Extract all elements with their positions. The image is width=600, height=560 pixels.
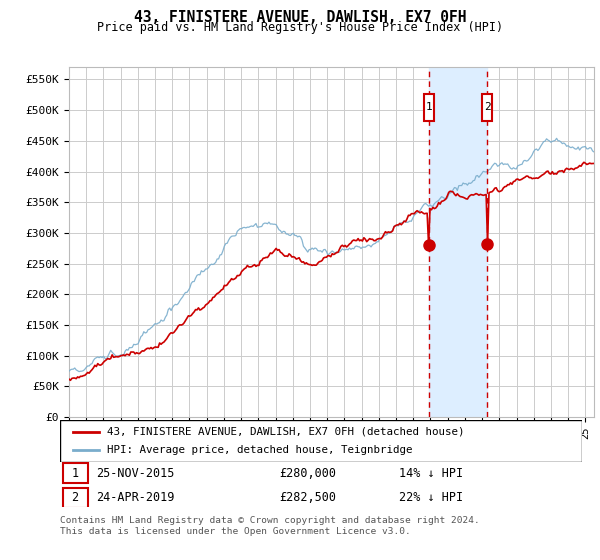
Text: HPI: Average price, detached house, Teignbridge: HPI: Average price, detached house, Teig… xyxy=(107,445,412,455)
Text: 1: 1 xyxy=(425,102,432,112)
Text: Contains HM Land Registry data © Crown copyright and database right 2024.
This d: Contains HM Land Registry data © Crown c… xyxy=(60,516,480,536)
FancyBboxPatch shape xyxy=(424,94,434,120)
Text: 22% ↓ HPI: 22% ↓ HPI xyxy=(400,491,463,505)
FancyBboxPatch shape xyxy=(62,488,88,508)
Text: £282,500: £282,500 xyxy=(279,491,336,505)
Text: 25-NOV-2015: 25-NOV-2015 xyxy=(97,466,175,480)
FancyBboxPatch shape xyxy=(62,463,88,483)
Text: £280,000: £280,000 xyxy=(279,466,336,480)
Text: 14% ↓ HPI: 14% ↓ HPI xyxy=(400,466,463,480)
Text: 43, FINISTERE AVENUE, DAWLISH, EX7 0FH: 43, FINISTERE AVENUE, DAWLISH, EX7 0FH xyxy=(134,10,466,25)
Bar xyxy=(429,67,487,417)
Text: 43, FINISTERE AVENUE, DAWLISH, EX7 0FH (detached house): 43, FINISTERE AVENUE, DAWLISH, EX7 0FH (… xyxy=(107,427,464,437)
Text: 2: 2 xyxy=(71,491,79,505)
Text: 2: 2 xyxy=(484,102,491,112)
Text: 1: 1 xyxy=(71,466,79,480)
FancyBboxPatch shape xyxy=(482,94,492,120)
Text: 24-APR-2019: 24-APR-2019 xyxy=(97,491,175,505)
Text: Price paid vs. HM Land Registry's House Price Index (HPI): Price paid vs. HM Land Registry's House … xyxy=(97,21,503,34)
